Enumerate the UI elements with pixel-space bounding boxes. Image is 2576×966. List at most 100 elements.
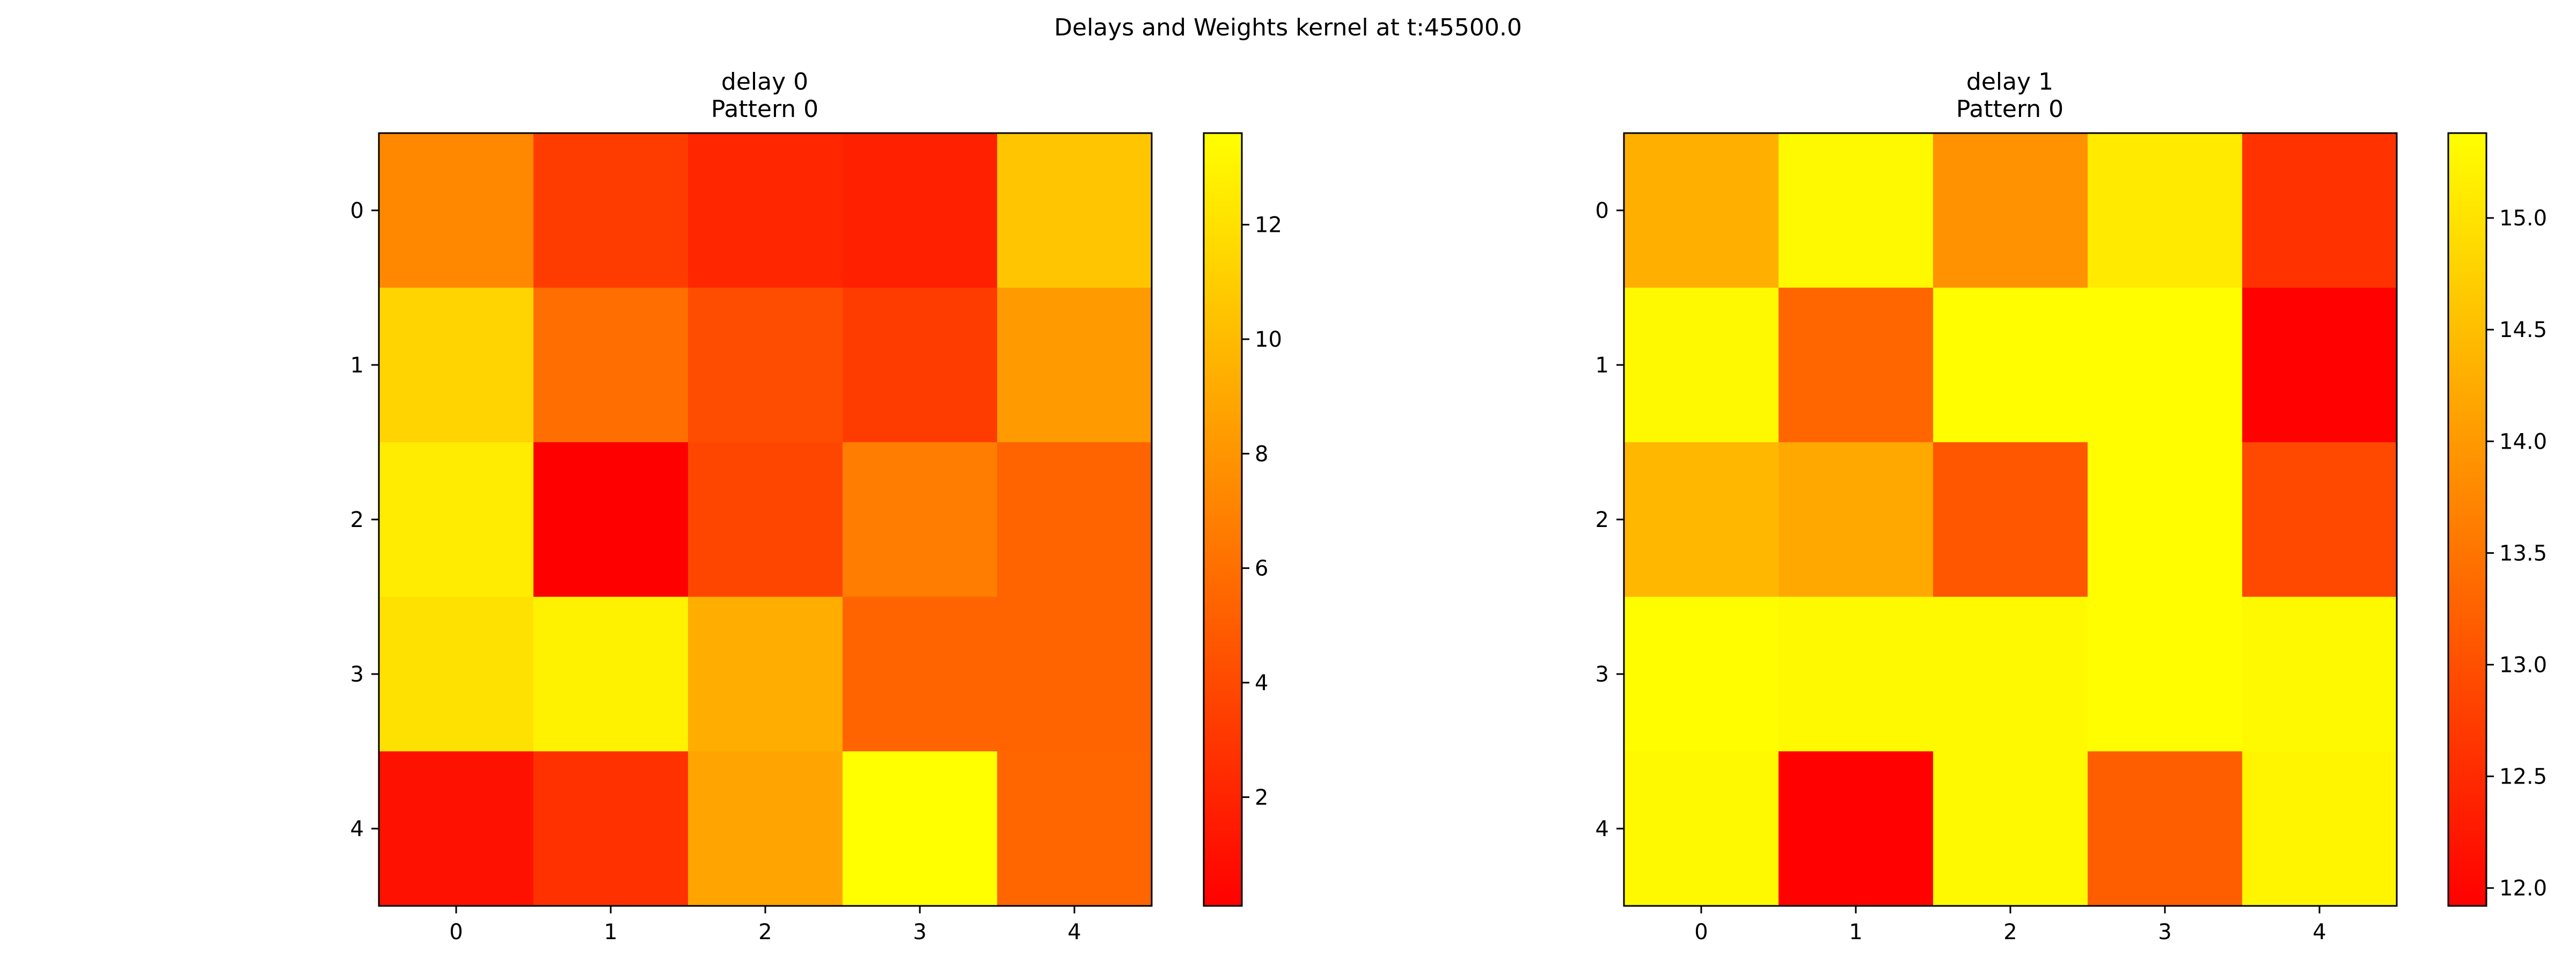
heatmap-cell-r3-c4 xyxy=(997,597,1152,752)
panel-subtitle: Pattern 0 xyxy=(1956,96,2063,123)
heatmap-cell-r2-c4 xyxy=(2242,442,2397,597)
heatmap-cell-r0-c0 xyxy=(1624,133,1779,288)
x-tick-label: 3 xyxy=(2158,920,2171,945)
heatmap-cell-r1-c1 xyxy=(1779,288,1934,443)
heatmap-cell-r3-c0 xyxy=(379,597,534,752)
colorbar-tick-label: 13.5 xyxy=(2499,541,2547,566)
y-tick-label: 0 xyxy=(1596,199,1609,223)
heatmap-cell-r3-c3 xyxy=(843,597,998,752)
panel-subtitle: Pattern 0 xyxy=(711,96,818,123)
heatmap-cell-r1-c0 xyxy=(379,288,534,443)
heatmap-cell-r1-c2 xyxy=(688,288,843,443)
heatmap-cell-r4-c1 xyxy=(533,751,689,906)
heatmap-panel-delay-1: delay 1 Pattern 0 0 1 2 3 4 0 1 2 3 4 12.0 12.5 13… xyxy=(1596,68,2548,945)
x-tick-label: 0 xyxy=(449,920,463,945)
y-tick-label: 2 xyxy=(350,508,364,532)
panel-title: delay 0 xyxy=(721,68,808,96)
y-tick-label: 4 xyxy=(1596,817,1609,841)
x-axis-ticks: 0 1 2 3 4 xyxy=(449,906,1081,945)
colorbar-tick-label: 10 xyxy=(1255,327,1282,352)
heatmap-cell-r0-c0 xyxy=(379,133,534,288)
heatmap-cells xyxy=(1624,133,2397,906)
x-tick-label: 2 xyxy=(758,920,772,945)
y-tick-label: 0 xyxy=(350,199,364,223)
heatmap-cell-r3-c3 xyxy=(2088,597,2243,752)
x-tick-label: 4 xyxy=(1067,920,1081,945)
x-axis-ticks: 0 1 2 3 4 xyxy=(1694,906,2326,945)
colorbar-tick-label: 2 xyxy=(1255,785,1268,810)
x-tick-label: 0 xyxy=(1694,920,1708,945)
heatmap-cell-r4-c0 xyxy=(379,751,534,906)
heatmap-cell-r1-c3 xyxy=(2088,288,2243,443)
y-tick-label: 3 xyxy=(350,662,364,687)
colorbar-tick-label: 15.0 xyxy=(2499,206,2547,231)
heatmap-cell-r0-c4 xyxy=(2242,133,2397,288)
colorbar: 2 4 6 8 10 12 xyxy=(1203,132,1282,907)
heatmap-cell-r2-c2 xyxy=(1933,442,2088,597)
heatmap-cell-r4-c3 xyxy=(843,751,998,906)
y-axis-ticks: 0 1 2 3 4 xyxy=(350,199,379,841)
heatmap-cell-r2-c1 xyxy=(533,442,689,597)
heatmap-cell-r2-c2 xyxy=(688,442,843,597)
heatmap-cell-r1-c3 xyxy=(843,288,998,443)
heatmap-cell-r1-c1 xyxy=(533,288,689,443)
heatmap-cell-r0-c1 xyxy=(1779,133,1934,288)
y-tick-label: 3 xyxy=(1596,662,1609,687)
heatmap-cell-r1-c4 xyxy=(997,288,1152,443)
heatmap-cell-r4-c0 xyxy=(1624,751,1779,906)
heatmap-cell-r4-c4 xyxy=(2242,751,2397,906)
x-tick-label: 2 xyxy=(2003,920,2017,945)
y-axis-ticks: 0 1 2 3 4 xyxy=(1596,199,1624,841)
colorbar-tick-label: 12.0 xyxy=(2499,876,2547,901)
heatmap-cell-r4-c3 xyxy=(2088,751,2243,906)
colorbar-gradient xyxy=(1203,132,1243,907)
y-tick-label: 1 xyxy=(350,353,364,378)
colorbar-tick-label: 13.0 xyxy=(2499,653,2547,678)
panel-title: delay 1 xyxy=(1966,68,2053,96)
heatmap-cell-r3-c1 xyxy=(533,597,689,752)
heatmap-cells xyxy=(379,133,1152,906)
colorbar-gradient xyxy=(2447,132,2487,907)
heatmap-cell-r2-c0 xyxy=(1624,442,1779,597)
heatmap-cell-r3-c0 xyxy=(1624,597,1779,752)
heatmap-cell-r3-c4 xyxy=(2242,597,2397,752)
heatmap-cell-r2-c3 xyxy=(843,442,998,597)
colorbar: 12.0 12.5 13.0 13.5 14.0 14.5 15.0 xyxy=(2447,132,2547,907)
heatmap-cell-r1-c0 xyxy=(1624,288,1779,443)
heatmap-cell-r0-c1 xyxy=(533,133,689,288)
heatmap-cell-r0-c2 xyxy=(688,133,843,288)
heatmap-cell-r1-c4 xyxy=(2242,288,2397,443)
figure-suptitle: Delays and Weights kernel at t:45500.0 xyxy=(1054,14,1522,41)
heatmap-cell-r3-c2 xyxy=(688,597,843,752)
x-tick-label: 4 xyxy=(2312,920,2326,945)
heatmap-cell-r4-c2 xyxy=(688,751,843,906)
colorbar-tick-label: 14.5 xyxy=(2499,318,2547,342)
x-tick-label: 1 xyxy=(1849,920,1862,945)
colorbar-tick-label: 8 xyxy=(1255,442,1268,466)
heatmap-cell-r4-c2 xyxy=(1933,751,2088,906)
heatmap-cell-r0-c3 xyxy=(843,133,998,288)
colorbar-tick-label: 12.5 xyxy=(2499,765,2547,789)
heatmap-cell-r0-c4 xyxy=(997,133,1152,288)
heatmap-cell-r3-c2 xyxy=(1933,597,2088,752)
heatmap-cell-r0-c2 xyxy=(1933,133,2088,288)
heatmap-cell-r3-c1 xyxy=(1779,597,1934,752)
colorbar-tick-label: 6 xyxy=(1255,557,1268,581)
heatmap-cell-r1-c2 xyxy=(1933,288,2088,443)
heatmap-cell-r2-c4 xyxy=(997,442,1152,597)
heatmap-cell-r2-c1 xyxy=(1779,442,1934,597)
heatmap-cell-r4-c4 xyxy=(997,751,1152,906)
y-tick-label: 4 xyxy=(350,817,364,841)
x-tick-label: 3 xyxy=(913,920,926,945)
heatmap-cell-r4-c1 xyxy=(1779,751,1934,906)
y-tick-label: 1 xyxy=(1596,353,1609,378)
colorbar-tick-label: 12 xyxy=(1255,213,1282,238)
colorbar-tick-label: 14.0 xyxy=(2499,429,2547,454)
colorbar-tick-label: 4 xyxy=(1255,671,1268,696)
heatmap-cell-r0-c3 xyxy=(2088,133,2243,288)
heatmap-cell-r2-c0 xyxy=(379,442,534,597)
x-tick-label: 1 xyxy=(604,920,617,945)
heatmap-cell-r2-c3 xyxy=(2088,442,2243,597)
